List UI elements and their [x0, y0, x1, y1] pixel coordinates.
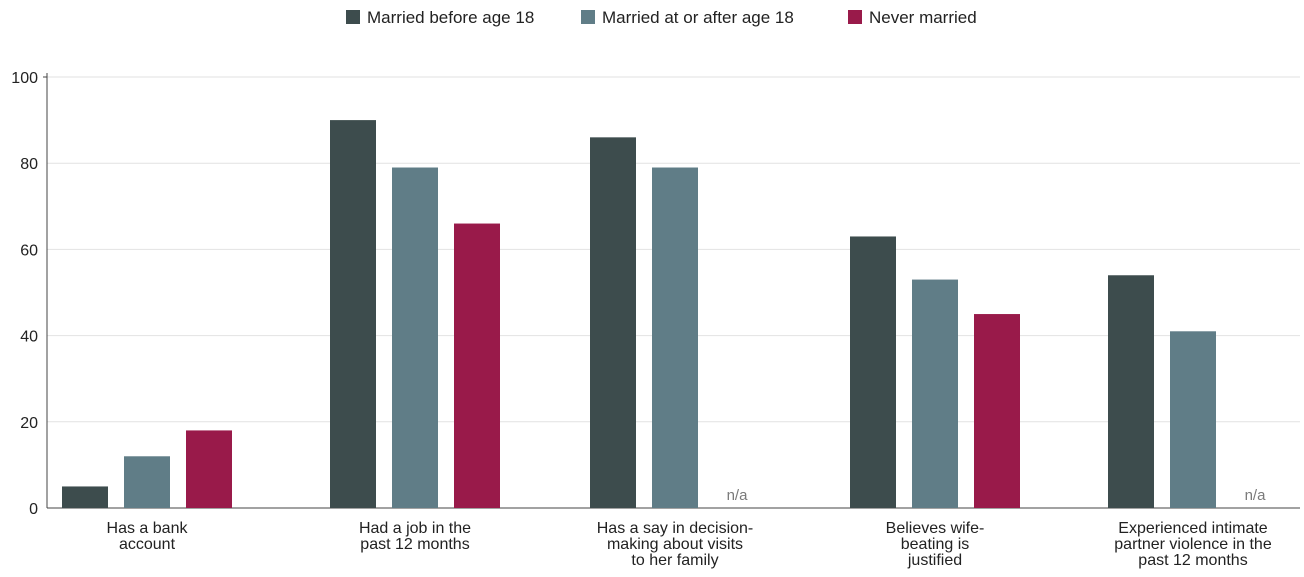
legend-label: Married before age 18	[367, 8, 534, 27]
x-category-label: beating is	[901, 536, 970, 553]
legend-swatch	[346, 10, 360, 24]
bar	[850, 236, 896, 508]
x-category-label: Experienced intimate	[1118, 520, 1268, 537]
bar	[1108, 275, 1154, 508]
y-tick-label: 0	[29, 501, 38, 518]
x-category-label: justified	[907, 552, 962, 569]
bar	[974, 314, 1020, 508]
legend-swatch	[848, 10, 862, 24]
bar	[186, 430, 232, 508]
x-category-label: making about visits	[607, 536, 743, 553]
y-tick-label: 60	[20, 242, 38, 259]
bar	[124, 456, 170, 508]
x-category-label: Believes wife-	[886, 520, 985, 537]
x-category-label: account	[119, 536, 176, 553]
y-tick-label: 80	[20, 156, 38, 173]
x-category-label: partner violence in the	[1114, 536, 1272, 553]
x-category-label: Has a bank	[107, 520, 189, 537]
bar	[590, 137, 636, 508]
x-category-label: past 12 months	[360, 536, 469, 553]
legend-label: Married at or after age 18	[602, 8, 794, 27]
bar	[62, 486, 108, 508]
bar	[1170, 331, 1216, 508]
bar	[912, 279, 958, 508]
x-category-label: Has a say in decision-	[597, 520, 754, 537]
na-label: n/a	[727, 487, 749, 504]
bar	[330, 120, 376, 508]
bar	[454, 223, 500, 509]
y-tick-label: 100	[11, 70, 38, 87]
bar	[392, 167, 438, 508]
legend-label: Never married	[869, 8, 977, 27]
y-tick-label: 20	[20, 415, 38, 432]
x-category-label: to her family	[631, 552, 718, 569]
bar	[652, 167, 698, 508]
legend-swatch	[581, 10, 595, 24]
x-category-label: Had a job in the	[359, 520, 471, 537]
x-category-label: past 12 months	[1138, 552, 1247, 569]
y-tick-label: 40	[20, 329, 38, 346]
na-label: n/a	[1245, 487, 1267, 504]
